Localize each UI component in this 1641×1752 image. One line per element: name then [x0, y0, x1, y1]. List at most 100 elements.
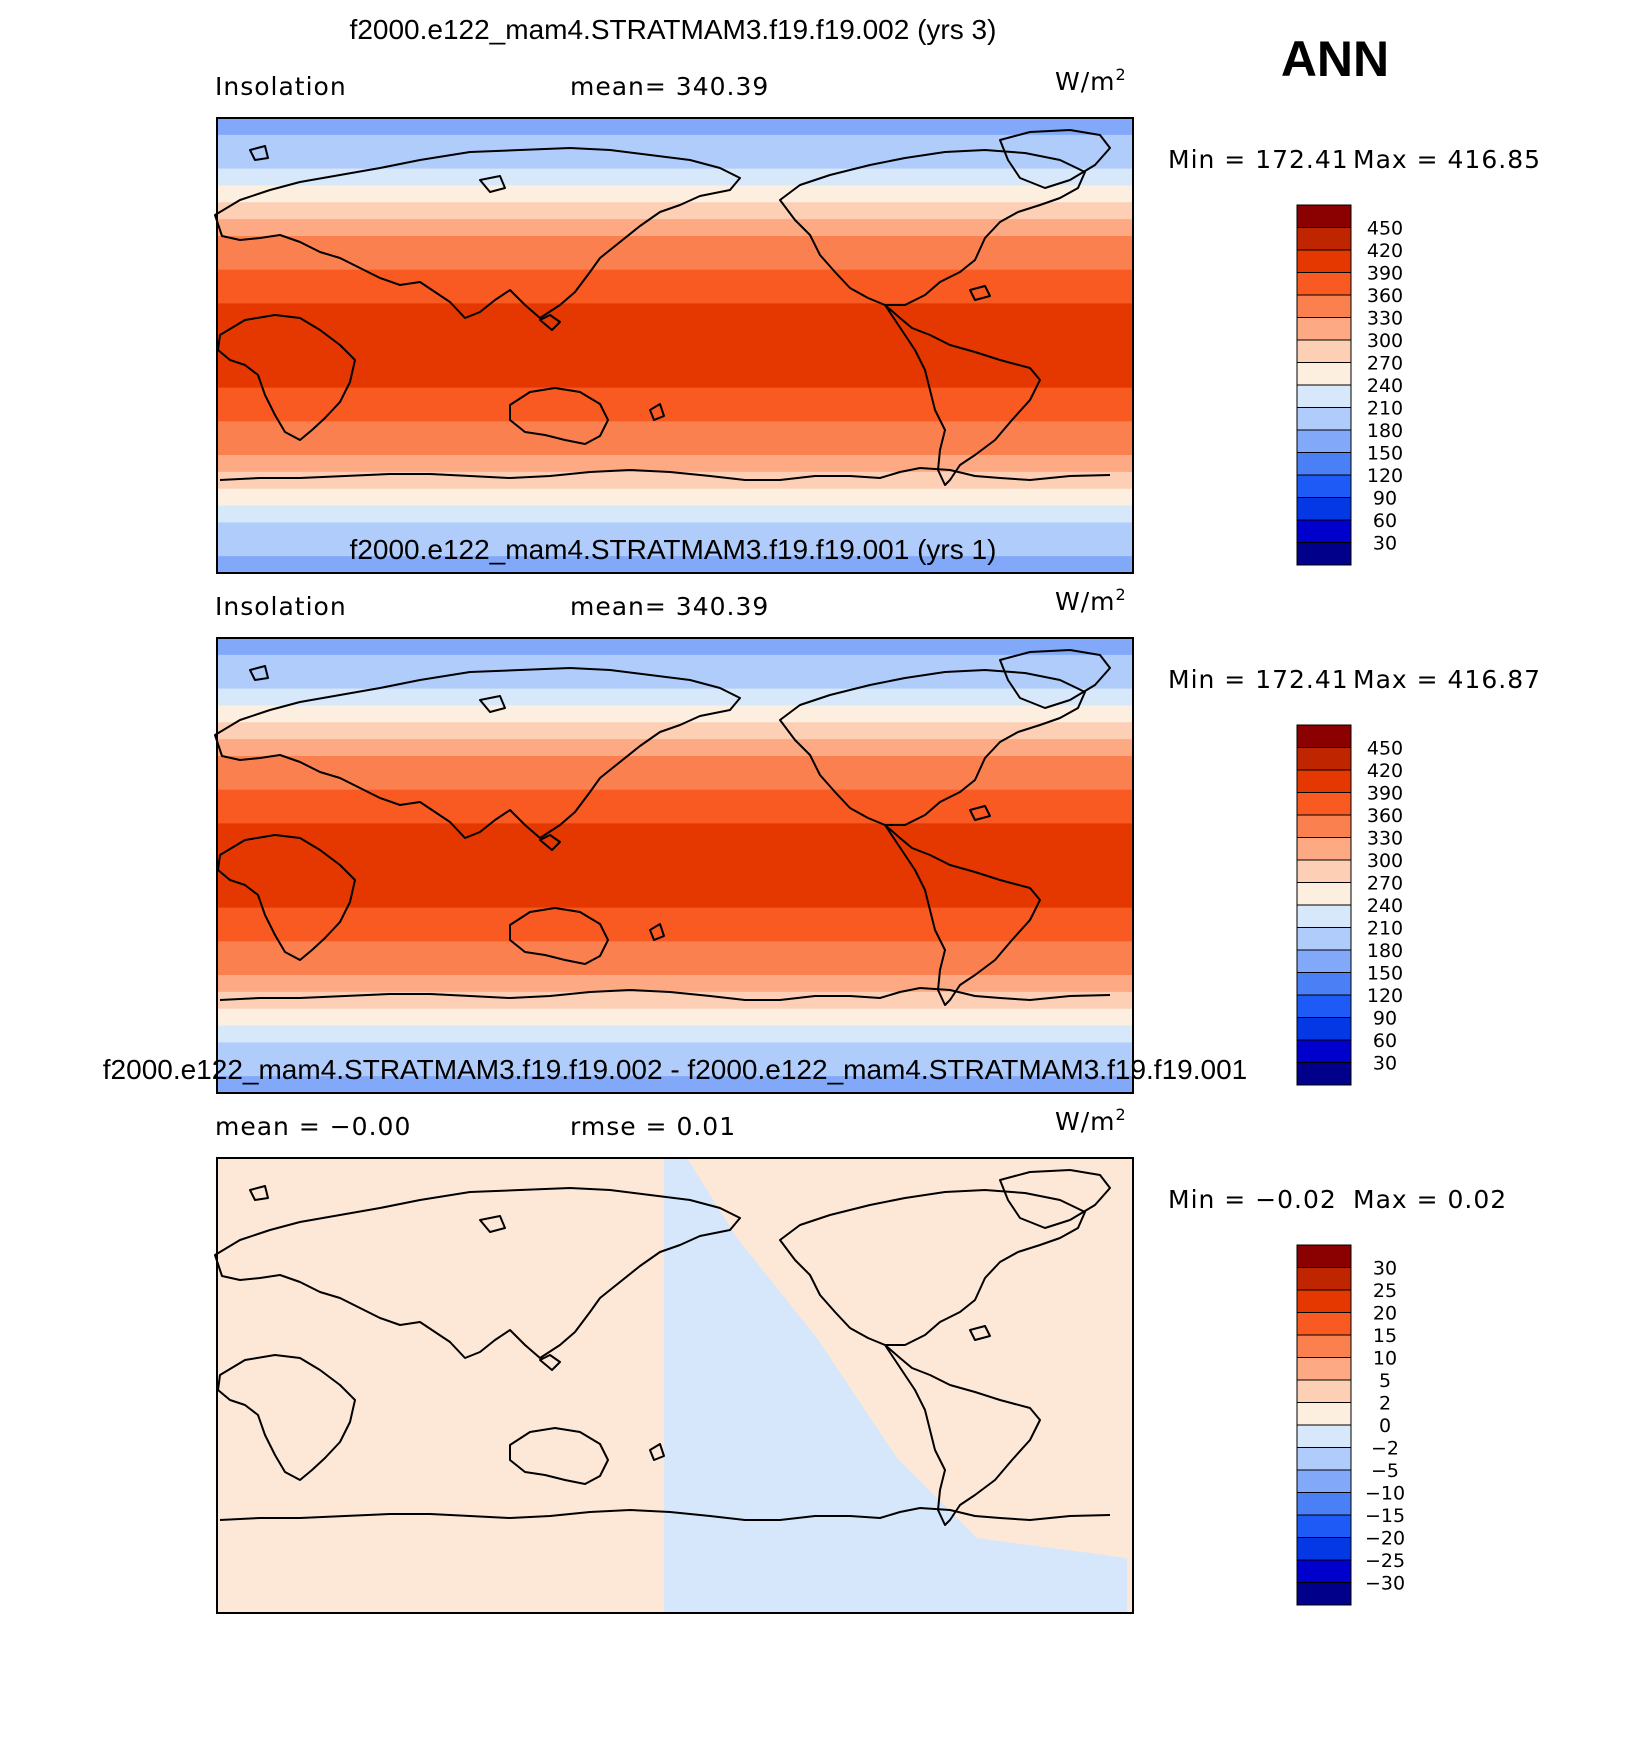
colorbar-swatch	[1296, 1424, 1352, 1448]
colorbar-label: 25	[1373, 1280, 1397, 1302]
map-band	[217, 654, 1133, 673]
units-label: W/m2	[1055, 65, 1127, 96]
colorbar-label: 270	[1367, 353, 1403, 375]
map-band	[217, 219, 1133, 237]
panel-1: f2000.e122_mam4.STRATMAM3.f19.f19.002 (y…	[214, 14, 1541, 574]
colorbar-swatch	[1296, 1334, 1352, 1358]
colorbar-label: 390	[1367, 263, 1403, 285]
colorbar-label: 450	[1367, 738, 1403, 760]
map-area	[214, 1157, 1134, 1614]
colorbar-swatch	[1296, 1267, 1352, 1291]
colorbar-swatch	[1296, 362, 1352, 386]
panel-variable: Insolation	[215, 72, 347, 101]
map-band	[217, 387, 1133, 406]
colorbar-label: 60	[1373, 510, 1397, 532]
map-band	[217, 421, 1133, 439]
colorbar-swatch	[1296, 1537, 1352, 1561]
colorbar-swatch	[1296, 792, 1352, 816]
colorbar-swatch	[1296, 1289, 1352, 1313]
colorbar-swatch	[1296, 747, 1352, 771]
map-band	[217, 269, 1133, 288]
map-band	[217, 1042, 1133, 1060]
map-frame	[216, 637, 1134, 1094]
colorbar-label: 30	[1373, 1258, 1397, 1280]
min-value: Min = 172.41	[1168, 665, 1349, 694]
colorbar-swatch	[1296, 994, 1352, 1018]
colorbar-swatch	[1296, 1469, 1352, 1493]
map-band	[217, 890, 1133, 909]
max-value: Max = 416.85	[1353, 145, 1541, 174]
map-band	[217, 118, 1133, 136]
colorbar-swatch	[1296, 972, 1352, 996]
map-band	[217, 168, 1133, 187]
units-text: W/m	[1055, 1107, 1116, 1136]
colorbar-swatch	[1296, 837, 1352, 861]
colorbar-swatch	[1296, 1582, 1352, 1606]
map-band	[217, 840, 1133, 858]
colorbar-label: −2	[1371, 1438, 1399, 1460]
colorbar-label: 90	[1373, 488, 1397, 510]
colorbar-swatch	[1296, 1039, 1352, 1063]
colorbar-swatch	[1296, 227, 1352, 251]
map-band	[217, 958, 1133, 976]
colorbar-swatch	[1296, 949, 1352, 973]
map-band	[217, 185, 1133, 203]
colorbar: 4504203903603303002702402101801501209060…	[1296, 724, 1403, 1086]
colorbar-label: −5	[1371, 1460, 1399, 1482]
colorbar-swatch	[1296, 272, 1352, 296]
colorbar-swatch	[1296, 249, 1352, 273]
colorbar-label: −20	[1365, 1528, 1405, 1550]
colorbar-label: 15	[1373, 1325, 1397, 1347]
colorbar-label: 180	[1367, 420, 1403, 442]
colorbar-swatch	[1296, 317, 1352, 341]
colorbar-swatch	[1296, 204, 1352, 228]
map-band	[217, 924, 1133, 942]
panel-mean: rmse = 0.01	[570, 1112, 736, 1141]
units-sup: 2	[1116, 65, 1127, 84]
colorbar-swatch	[1296, 904, 1352, 928]
colorbar-label: 2	[1379, 1393, 1391, 1415]
colorbar-swatch	[1296, 1357, 1352, 1381]
colorbar-swatch	[1296, 1017, 1352, 1041]
panel-mean: mean= 340.39	[570, 592, 769, 621]
colorbar-label: 0	[1379, 1415, 1391, 1437]
map-band	[217, 286, 1133, 304]
colorbar-label: 240	[1367, 895, 1403, 917]
colorbar-swatch	[1296, 927, 1352, 951]
panel-mean: mean= 340.39	[570, 72, 769, 101]
colorbar-swatch	[1296, 542, 1352, 566]
map-band	[217, 688, 1133, 707]
map-band	[217, 907, 1133, 926]
map-band	[217, 202, 1133, 220]
panel-3: f2000.e122_mam4.STRATMAM3.f19.f19.002 - …	[103, 1054, 1507, 1614]
colorbar-label: 300	[1367, 330, 1403, 352]
colorbar-label: 5	[1379, 1370, 1391, 1392]
map-frame	[216, 1157, 1134, 1614]
colorbar-swatch	[1296, 724, 1352, 748]
colorbar-label: 210	[1367, 398, 1403, 420]
colorbar-swatch	[1296, 1559, 1352, 1583]
colorbar-label: 120	[1367, 985, 1403, 1007]
map-area	[214, 117, 1134, 574]
map-band	[217, 1008, 1133, 1027]
colorbar-label: 270	[1367, 873, 1403, 895]
colorbar-swatch	[1296, 474, 1352, 498]
colorbar-label: 240	[1367, 375, 1403, 397]
colorbar-label: −10	[1365, 1483, 1405, 1505]
colorbar-swatch	[1296, 519, 1352, 543]
map-band	[217, 235, 1133, 254]
colorbar-swatch	[1296, 1062, 1352, 1086]
colorbar-label: 30	[1373, 533, 1397, 555]
map-band	[217, 488, 1133, 507]
map-area	[214, 637, 1134, 1094]
map-band	[217, 522, 1133, 540]
diff-negative-region	[664, 1158, 1127, 1613]
map-band	[217, 556, 1133, 574]
max-value: Max = 0.02	[1353, 1185, 1507, 1214]
units-text: W/m	[1055, 67, 1116, 96]
max-value: Max = 416.87	[1353, 665, 1541, 694]
map-band	[217, 991, 1133, 1010]
colorbar-label: 120	[1367, 465, 1403, 487]
colorbar-label: 390	[1367, 783, 1403, 805]
